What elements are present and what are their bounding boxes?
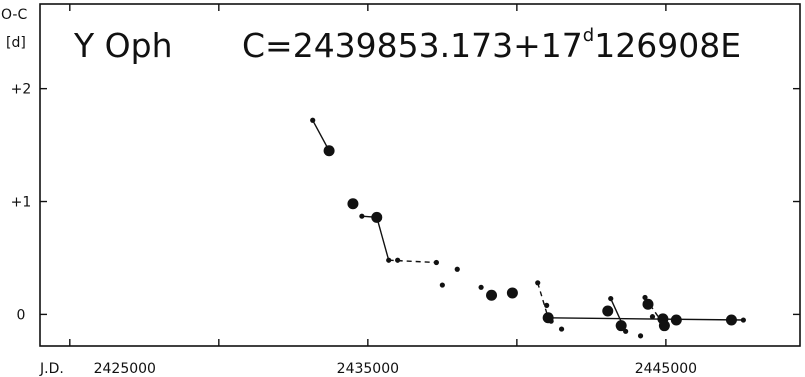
data-point-large <box>670 314 682 326</box>
data-point-large <box>506 287 518 299</box>
x-axis-label: J.D. <box>39 361 64 377</box>
data-point-small <box>535 280 541 286</box>
ephemeris-suffix: 126908E <box>594 26 741 65</box>
data-point-small <box>359 213 365 219</box>
y-axis-title-line2: [d] <box>6 35 26 51</box>
data-point-large <box>323 145 335 157</box>
axis-ticks: 2425000 2435000 2445000 0 +1 +2 <box>11 4 800 377</box>
connecting-lines <box>312 119 744 332</box>
ephemeris-superscript: d <box>583 25 594 46</box>
x-tick-label: 2435000 <box>337 361 399 377</box>
data-point-small <box>439 282 445 288</box>
data-point-large <box>642 298 654 310</box>
data-point-large <box>658 320 670 332</box>
star-label: Y Oph <box>73 26 172 65</box>
dashed-connector-line <box>388 259 437 264</box>
data-point-large <box>615 320 627 332</box>
data-point-small <box>454 266 460 272</box>
y-tick-label: +1 <box>11 195 32 211</box>
data-point-small <box>642 294 648 301</box>
data-point-large <box>486 289 498 301</box>
data-point-small <box>608 295 614 302</box>
data-point-large <box>602 305 614 317</box>
data-point-small <box>623 328 629 334</box>
y-tick-label: 0 <box>17 307 26 323</box>
y-axis-title-line1: O-C <box>1 7 27 23</box>
dashed-connector-line <box>537 282 549 319</box>
solid-connector-line <box>548 317 744 321</box>
solid-connector-line <box>312 119 330 152</box>
data-point-large <box>371 211 383 223</box>
data-point-small <box>637 333 644 339</box>
ephemeris-prefix: C=2439853.173+17 <box>242 26 583 65</box>
ephemeris-label: C=2439853.173+17d126908E <box>242 25 741 65</box>
data-point-small <box>649 314 656 320</box>
plot-frame <box>39 3 801 347</box>
data-point-small <box>433 259 439 266</box>
data-points <box>310 117 746 339</box>
data-point-small <box>395 257 401 263</box>
solid-connector-line <box>361 215 390 261</box>
data-point-large <box>725 314 737 326</box>
y-tick-label: +2 <box>11 82 32 98</box>
data-point-small <box>310 117 316 123</box>
data-point-small <box>558 326 565 332</box>
data-point-small <box>548 318 554 324</box>
data-point-small <box>544 302 550 308</box>
x-tick-label: 2445000 <box>635 361 697 377</box>
data-point-small <box>478 284 484 290</box>
data-point-small <box>740 317 746 323</box>
x-tick-label: 2425000 <box>94 361 156 377</box>
data-point-small <box>386 257 392 263</box>
data-point-large <box>347 198 359 210</box>
